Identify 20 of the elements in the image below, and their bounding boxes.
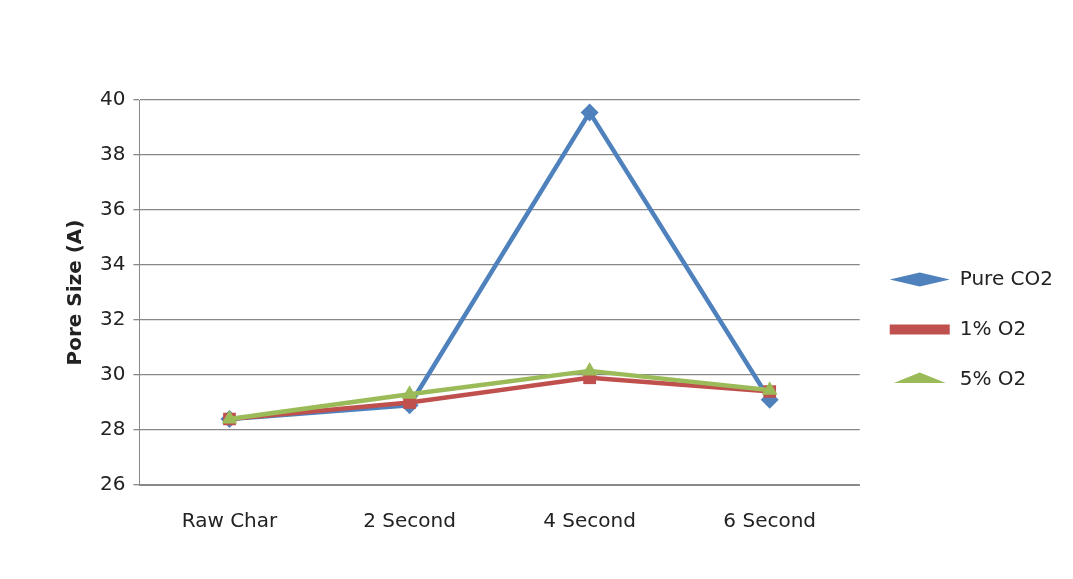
y-tick-label: 32 bbox=[100, 306, 126, 331]
x-tick-label: 4 Second bbox=[543, 508, 636, 533]
y-axis-title: Pore Size (A) bbox=[62, 219, 87, 366]
y-tick-label: 30 bbox=[100, 361, 126, 386]
point bbox=[761, 381, 778, 395]
y-tick-label: 40 bbox=[100, 86, 126, 111]
y-tick-label: 36 bbox=[100, 196, 126, 221]
x-tick-label: 6 Second bbox=[723, 508, 817, 533]
x-tick-label: Raw Char bbox=[181, 508, 279, 533]
point bbox=[580, 103, 599, 122]
x-tick-label: 2 Second bbox=[363, 508, 456, 533]
y-tick-label: 28 bbox=[100, 416, 126, 441]
y-tick-label: 26 bbox=[100, 471, 126, 496]
legend-label: Pure CO2 bbox=[959, 265, 1053, 290]
legend-label: 1% O2 bbox=[959, 315, 1027, 340]
y-tick-label: 34 bbox=[100, 251, 126, 276]
point bbox=[581, 361, 598, 376]
y-tick-label: 38 bbox=[100, 141, 126, 166]
legend-label: 5% O2 bbox=[959, 365, 1027, 390]
point bbox=[401, 385, 418, 399]
